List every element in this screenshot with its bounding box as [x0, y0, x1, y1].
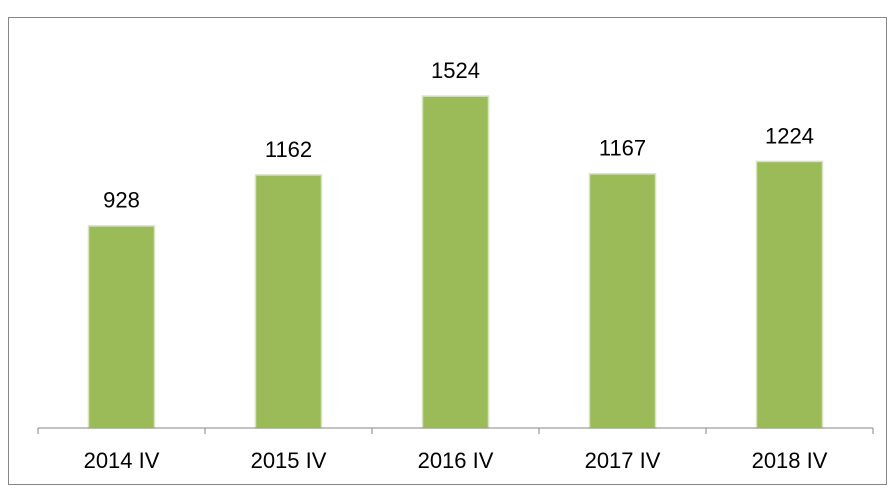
data-label: 1524: [431, 58, 480, 83]
bar: [755, 160, 824, 429]
x-tick-label: 2015 IV: [251, 448, 327, 473]
x-tick-label: 2014 IV: [84, 448, 160, 473]
bar: [421, 95, 490, 429]
x-tick-label: 2016 IV: [418, 448, 494, 473]
bar: [588, 173, 657, 429]
data-label: 1162: [265, 137, 312, 162]
data-label: 1167: [599, 136, 646, 161]
x-tick-label: 2017 IV: [585, 448, 661, 473]
x-tick-label: 2018 IV: [752, 448, 828, 473]
data-label: 928: [103, 188, 140, 213]
data-label: 1224: [765, 123, 814, 148]
bar: [87, 225, 156, 429]
bar: [254, 174, 323, 429]
